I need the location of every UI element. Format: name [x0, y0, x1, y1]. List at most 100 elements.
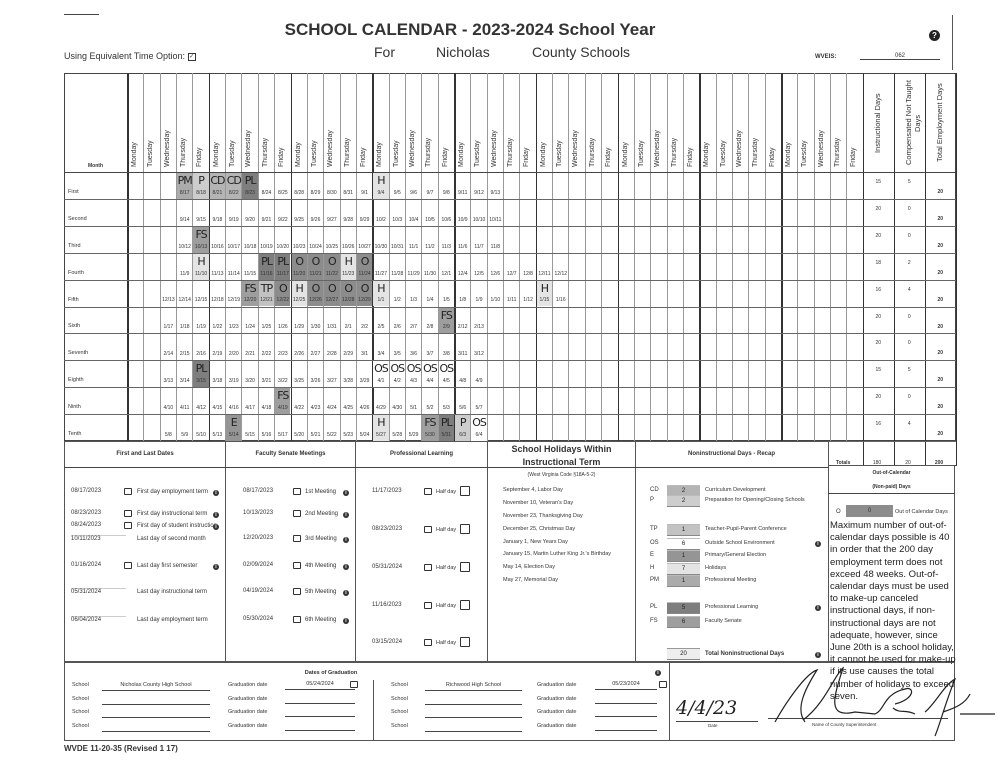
- day-cell[interactable]: 2/28: [324, 334, 339, 360]
- faculty-senate-date[interactable]: 12/20/2023: [243, 535, 274, 541]
- recap-total-info-icon[interactable]: i: [815, 652, 821, 658]
- day-cell[interactable]: 2/1: [341, 308, 356, 334]
- day-cell[interactable]: 12/15: [193, 281, 208, 307]
- info-icon[interactable]: i: [343, 490, 349, 496]
- school-name-field[interactable]: [102, 723, 210, 732]
- calendar-icon[interactable]: [424, 564, 432, 571]
- day-cell[interactable]: 9/25: [292, 200, 307, 226]
- day-cell[interactable]: 9/22: [275, 200, 290, 226]
- day-cell[interactable]: 12/12: [553, 254, 568, 280]
- day-cell[interactable]: 4/23: [308, 388, 323, 414]
- professional-learning-date[interactable]: 11/17/2023: [372, 488, 402, 494]
- graduation-date-field[interactable]: [595, 695, 657, 704]
- day-cell[interactable]: 3/7: [422, 334, 437, 360]
- first-last-date[interactable]: 01/16/2024: [71, 562, 102, 568]
- help-icon[interactable]: ?: [929, 30, 940, 41]
- day-cell[interactable]: 11/13: [210, 254, 225, 280]
- day-cell[interactable]: 8/25: [275, 173, 290, 199]
- professional-learning-date[interactable]: 08/23/2023: [372, 526, 403, 532]
- day-cell[interactable]: 10/23: [292, 227, 307, 253]
- day-cell[interactable]: 11/28: [390, 254, 405, 280]
- day-cell[interactable]: 2/2: [357, 308, 372, 334]
- day-cell[interactable]: 2/6: [390, 308, 405, 334]
- day-cell[interactable]: 10/12: [177, 227, 192, 253]
- day-cell[interactable]: 5/3: [439, 388, 454, 414]
- day-cell[interactable]: 1/9: [471, 281, 486, 307]
- day-cell[interactable]: 2/19: [210, 334, 225, 360]
- info-icon[interactable]: i: [815, 605, 821, 611]
- day-cell[interactable]: 2/23: [275, 334, 290, 360]
- faculty-senate-date[interactable]: 04/19/2024: [243, 588, 274, 594]
- day-cell[interactable]: 12/13: [161, 281, 176, 307]
- day-cell[interactable]: O 11/20: [291, 253, 307, 280]
- half-day-checkbox[interactable]: [460, 600, 470, 610]
- day-cell[interactable]: 9/11: [455, 173, 470, 199]
- first-last-date[interactable]: 06/04/2024: [71, 616, 126, 623]
- calendar-icon[interactable]: [124, 488, 132, 495]
- day-cell[interactable]: 5/22: [324, 415, 339, 441]
- professional-learning-date[interactable]: 03/15/2024: [372, 639, 403, 645]
- day-cell[interactable]: 10/16: [210, 227, 225, 253]
- calendar-icon[interactable]: [424, 602, 432, 609]
- day-cell[interactable]: 12/6: [488, 254, 503, 280]
- info-icon[interactable]: i: [213, 524, 219, 530]
- faculty-senate-date[interactable]: 02/09/2024: [243, 562, 274, 568]
- day-cell[interactable]: 11/15: [242, 254, 257, 280]
- calendar-icon[interactable]: [350, 681, 358, 688]
- day-cell[interactable]: 5/8: [161, 415, 176, 441]
- day-cell[interactable]: H 9/4: [373, 173, 389, 199]
- day-cell[interactable]: OS 4/2: [389, 361, 405, 388]
- day-cell[interactable]: 8/30: [324, 173, 339, 199]
- day-cell[interactable]: PL 8/23: [242, 173, 258, 199]
- day-cell[interactable]: 10/26: [341, 227, 356, 253]
- day-cell[interactable]: 5/9: [177, 415, 192, 441]
- day-cell[interactable]: 3/29: [357, 361, 372, 387]
- day-cell[interactable]: H 5/27: [373, 415, 389, 441]
- info-icon[interactable]: i: [213, 490, 219, 496]
- day-cell[interactable]: 4/25: [341, 388, 356, 414]
- day-cell[interactable]: 4/10: [161, 388, 176, 414]
- day-cell[interactable]: 4/8: [455, 361, 470, 387]
- day-cell[interactable]: 8/31: [341, 173, 356, 199]
- day-cell[interactable]: 9/13: [488, 173, 503, 199]
- day-cell[interactable]: 3/14: [177, 361, 192, 387]
- day-cell[interactable]: OS 6/4: [471, 415, 487, 441]
- day-cell[interactable]: 4/30: [390, 388, 405, 414]
- day-cell[interactable]: 9/19: [226, 200, 241, 226]
- day-cell[interactable]: 3/21: [259, 361, 274, 387]
- day-cell[interactable]: 9/7: [422, 173, 437, 199]
- day-cell[interactable]: 9/29: [357, 200, 372, 226]
- day-cell[interactable]: 12/18: [210, 281, 225, 307]
- calendar-icon[interactable]: [293, 510, 301, 517]
- day-cell[interactable]: 9/28: [341, 200, 356, 226]
- day-cell[interactable]: 10/31: [390, 227, 405, 253]
- calendar-icon[interactable]: [424, 488, 432, 495]
- day-cell[interactable]: OS 4/3: [405, 361, 421, 388]
- day-cell[interactable]: 4/16: [226, 388, 241, 414]
- graduation-date-field[interactable]: 05/24/2024: [285, 681, 355, 690]
- day-cell[interactable]: 10/24: [308, 227, 323, 253]
- day-cell[interactable]: 9/1: [357, 173, 372, 199]
- day-cell[interactable]: 10/4: [406, 200, 421, 226]
- day-cell[interactable]: 12/19: [226, 281, 241, 307]
- day-cell[interactable]: 12/11: [537, 254, 552, 280]
- day-cell[interactable]: O 12/26: [307, 280, 324, 307]
- day-cell[interactable]: 11/2: [422, 227, 437, 253]
- day-cell[interactable]: CD 8/22: [226, 173, 242, 199]
- calendar-icon[interactable]: [293, 562, 301, 569]
- day-cell[interactable]: 10/2: [373, 200, 388, 226]
- school-name-field[interactable]: [102, 709, 210, 718]
- day-cell[interactable]: 3/12: [471, 334, 486, 360]
- day-cell[interactable]: 2/15: [177, 334, 192, 360]
- day-cell[interactable]: 5/29: [406, 415, 421, 441]
- calendar-icon[interactable]: [424, 639, 432, 646]
- day-cell[interactable]: 5/16: [259, 415, 274, 441]
- day-cell[interactable]: PL 3/15: [193, 361, 209, 388]
- day-cell[interactable]: 11/30: [422, 254, 437, 280]
- day-cell[interactable]: 8/29: [308, 173, 323, 199]
- day-cell[interactable]: 10/3: [390, 200, 405, 226]
- day-cell[interactable]: 10/30: [373, 227, 388, 253]
- first-last-date[interactable]: 05/31/2024: [71, 588, 126, 595]
- day-cell[interactable]: 10/25: [324, 227, 339, 253]
- half-day-checkbox[interactable]: [460, 486, 470, 496]
